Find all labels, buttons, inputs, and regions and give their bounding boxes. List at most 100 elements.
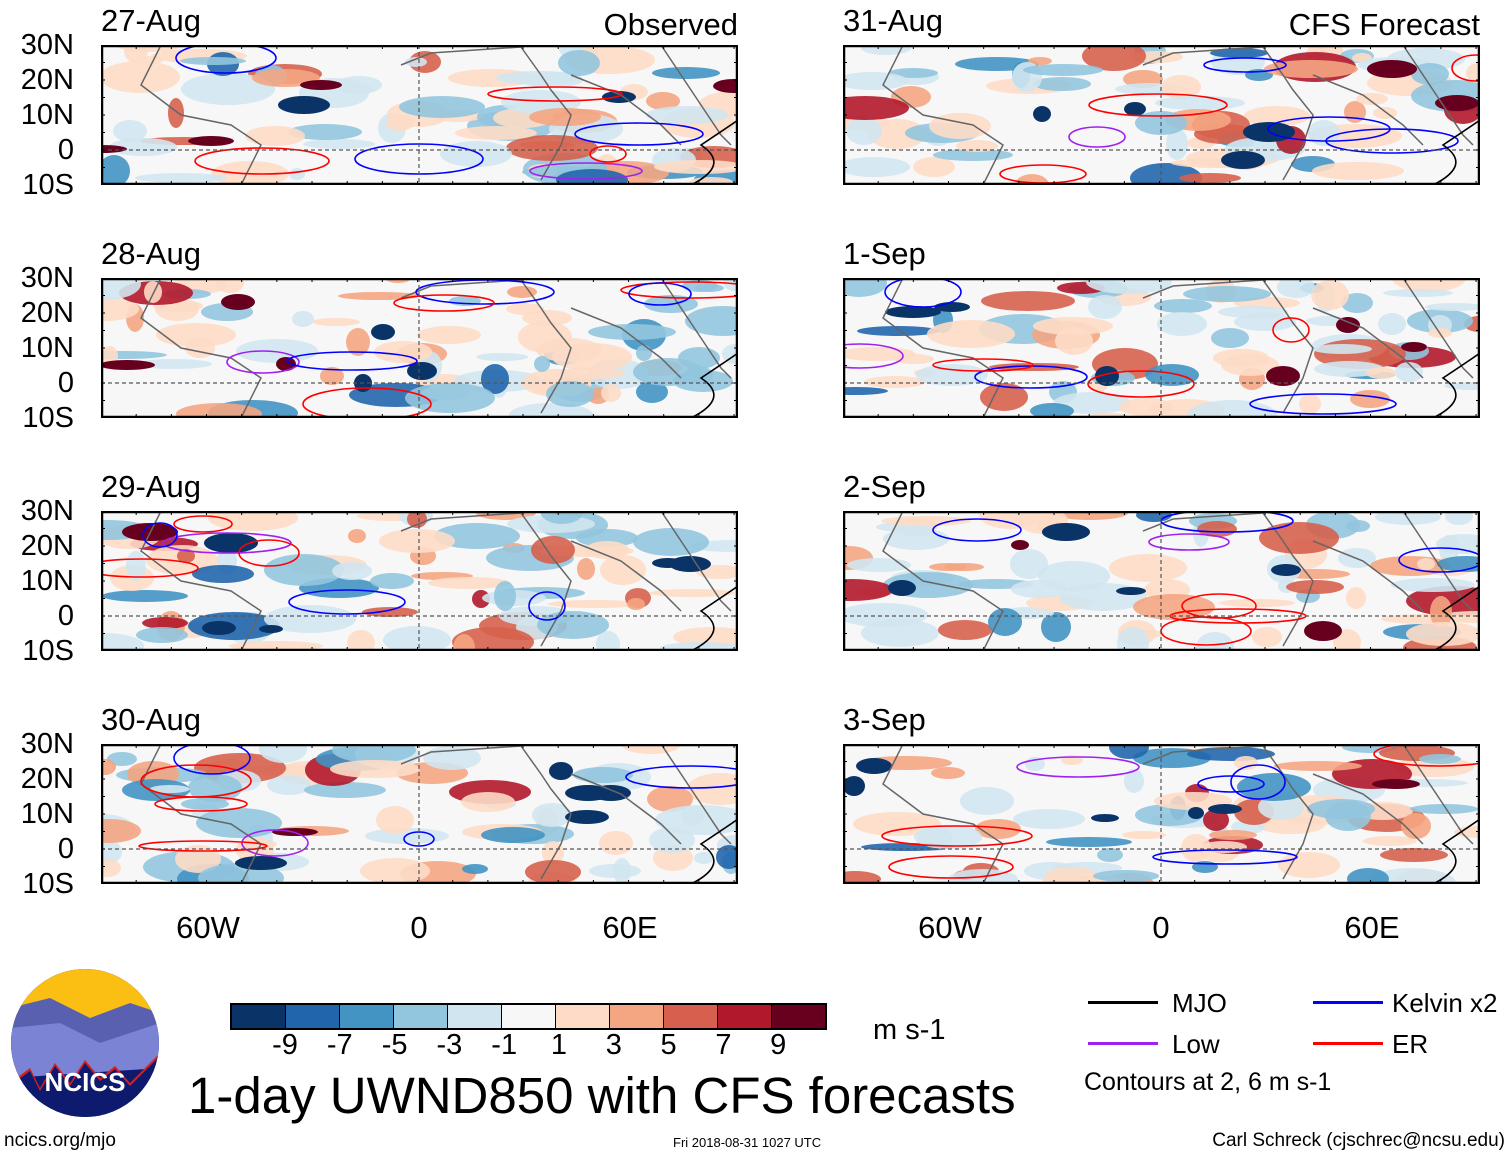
wave-contour <box>1152 849 1298 865</box>
wind-anomaly-blob <box>428 577 510 589</box>
wave-contour <box>888 855 1014 879</box>
wind-anomaly-core <box>407 362 437 380</box>
map-panel <box>101 278 738 418</box>
map-panel <box>101 45 738 185</box>
wind-anomaly-blob <box>931 767 965 779</box>
wind-anomaly-blob <box>150 785 190 793</box>
colorbar-swatch <box>718 1005 772 1028</box>
lat-label: 30N <box>20 495 74 527</box>
colorbar-swatch <box>232 1005 286 1028</box>
lat-label: 0 <box>57 833 74 865</box>
wind-anomaly-blob <box>1210 48 1268 58</box>
wind-anomaly-core <box>565 785 611 801</box>
wind-anomaly-core <box>1188 807 1204 819</box>
wind-anomaly-blob <box>654 160 738 174</box>
lon-label: 0 <box>410 910 428 945</box>
wind-anomaly-blob <box>1196 632 1234 651</box>
wind-anomaly-blob <box>636 345 652 361</box>
wind-anomaly-blob <box>264 605 356 633</box>
mjo-contour <box>690 818 738 884</box>
wave-contour <box>529 162 643 180</box>
wind-anomaly-core <box>101 145 127 153</box>
wind-anomaly-core <box>204 533 258 553</box>
wind-anomaly-blob <box>288 124 362 140</box>
wind-anomaly-blob <box>1157 312 1207 336</box>
wind-anomaly-blob <box>1187 400 1277 418</box>
wave-contour <box>881 825 1033 847</box>
wind-anomaly-core <box>602 91 636 103</box>
wind-anomaly-blob <box>136 359 212 369</box>
lat-label: 10N <box>20 798 74 830</box>
wind-anomaly-blob <box>181 73 275 105</box>
wind-anomaly-blob <box>1341 293 1373 313</box>
wind-anomaly-core <box>669 556 711 572</box>
mjo-contour <box>690 119 738 185</box>
panel-frame <box>101 278 738 418</box>
wind-anomaly-blob <box>1380 848 1448 862</box>
wind-anomaly-blob <box>1307 799 1375 819</box>
wind-anomaly-blob <box>101 859 121 877</box>
contour-note: Contours at 2, 6 m s-1 <box>1084 1068 1332 1096</box>
panel-frame <box>101 744 738 884</box>
wind-anomaly-blob <box>646 92 680 110</box>
wind-anomaly-blob <box>596 631 620 651</box>
wind-anomaly-blob <box>330 760 420 778</box>
wind-anomaly-blob <box>1347 868 1389 884</box>
wind-anomaly-blob <box>176 403 262 418</box>
panel-frame <box>843 744 1480 884</box>
wind-anomaly-blob <box>1010 549 1048 579</box>
panel-label: Observed <box>603 7 738 42</box>
wind-anomaly-blob <box>383 626 451 651</box>
colorbar-tick-label: -1 <box>491 1029 518 1061</box>
wave-contour <box>628 282 692 306</box>
wind-anomaly-blob <box>989 363 1079 371</box>
colorbar-units: m s-1 <box>873 1014 946 1046</box>
wind-anomaly-blob <box>685 306 738 336</box>
wind-anomaly-blob <box>1181 834 1211 862</box>
wind-anomaly-blob <box>913 157 955 177</box>
wind-anomaly-blob <box>312 318 360 326</box>
colorbar-tick-label: -5 <box>381 1029 408 1061</box>
wind-anomaly-blob <box>1023 64 1103 76</box>
wind-anomaly-blob <box>347 630 375 651</box>
colorbar-tick-label: 1 <box>550 1029 568 1061</box>
wind-anomaly-blob <box>264 554 344 586</box>
wave-contour <box>574 122 704 146</box>
wind-anomaly-blob <box>481 827 545 843</box>
wave-contour <box>1016 756 1140 778</box>
coastline <box>140 744 732 884</box>
wind-anomaly-blob <box>303 139 375 149</box>
wind-anomaly-core <box>1304 621 1342 641</box>
wind-anomaly-blob <box>1011 580 1067 598</box>
wind-anomaly-blob <box>1211 328 1249 348</box>
wind-anomaly-blob <box>181 798 229 810</box>
wind-anomaly-blob <box>694 852 714 864</box>
colorbar-tick-label: 5 <box>660 1029 677 1061</box>
wind-anomaly-blob <box>405 57 427 67</box>
wind-anomaly-blob <box>1445 511 1473 525</box>
wave-contour <box>1148 533 1230 551</box>
wind-anomaly-blob <box>476 353 528 361</box>
wind-anomaly-blob <box>1410 804 1478 814</box>
wind-anomaly-blob <box>1030 403 1074 418</box>
wind-anomaly-blob <box>1237 773 1311 801</box>
wind-anomaly-blob <box>843 387 888 395</box>
wind-anomaly-core <box>1266 366 1300 386</box>
wind-anomaly-core <box>1116 587 1146 595</box>
wind-anomaly-blob <box>1161 75 1201 99</box>
wind-anomaly-blob <box>175 845 221 873</box>
panel-date: 30-Aug <box>101 702 201 737</box>
wind-anomaly-blob <box>1041 612 1071 642</box>
wind-anomaly-blob <box>320 367 344 385</box>
wave-contour <box>932 358 1034 372</box>
wind-anomaly-core <box>1401 342 1427 352</box>
wave-contour <box>884 278 962 308</box>
wind-anomaly-blob <box>399 96 485 118</box>
wind-anomaly-blob <box>259 744 307 763</box>
panel-date: 31-Aug <box>843 3 943 38</box>
wind-anomaly-blob <box>461 792 515 812</box>
colorbar-tick-label: -9 <box>272 1029 298 1061</box>
wind-anomaly-blob <box>1366 367 1396 379</box>
colorbar-tick-label: -3 <box>436 1029 463 1061</box>
wind-anomaly-blob <box>1097 848 1123 862</box>
